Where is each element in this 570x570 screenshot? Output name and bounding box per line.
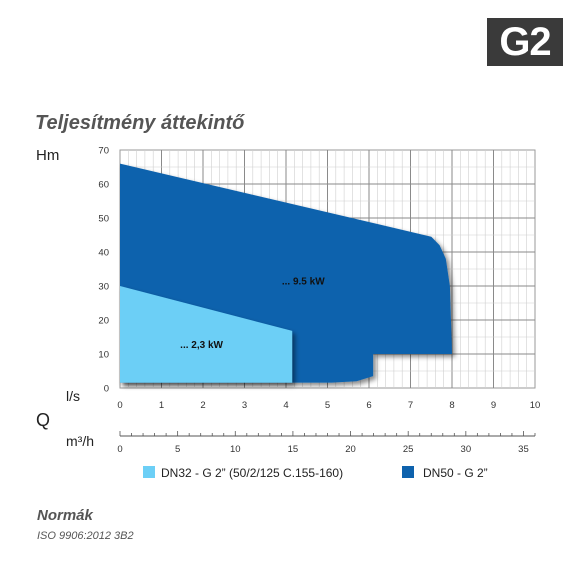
performance-chart: 0 10 20 30 40 50 60 70 Hm 0 1 2 3 4 5 6 7 8 9 10 l/s Q 0 5 10 15 2… <box>36 146 540 481</box>
x-tick-label-ls: 7 <box>408 400 413 411</box>
series-label-dn50: ... 9.5 kW <box>282 276 325 287</box>
y-tick-label: 40 <box>98 248 109 259</box>
x-tick-label-ls: 2 <box>200 400 205 411</box>
chart-labels: ... 9.5 kW ... 2,3 kW <box>180 276 325 351</box>
x-tick-label-m3h: 35 <box>518 444 529 455</box>
x-unit-ls: l/s <box>66 388 80 404</box>
x-tick-label-ls: 6 <box>366 400 371 411</box>
legend-swatch-0 <box>143 466 155 478</box>
y-tick-label: 30 <box>98 282 109 293</box>
x-tick-label-ls: 10 <box>530 400 541 411</box>
x-tick-label-m3h: 0 <box>117 444 122 455</box>
y-tick-label: 60 <box>98 180 109 191</box>
x-tick-label-ls: 4 <box>283 400 288 411</box>
legend-swatch-1 <box>402 466 414 478</box>
y-tick-label: 10 <box>98 350 109 361</box>
y-tick-label: 70 <box>98 146 109 157</box>
legend-label-0: DN32 - G 2” (50/2/125 C.155-160) <box>161 466 343 480</box>
chart-areas <box>120 163 452 383</box>
x-tick-label-m3h: 30 <box>461 444 472 455</box>
y-tick-label: 20 <box>98 316 109 327</box>
x-tick-label-ls: 5 <box>325 400 330 411</box>
x-tick-label-ls: 9 <box>491 400 496 411</box>
legend-label-1: DN50 - G 2” <box>423 466 488 480</box>
x-tick-label-ls: 3 <box>242 400 247 411</box>
x-tick-label-ls: 8 <box>449 400 454 411</box>
chart-axes: 0 10 20 30 40 50 60 70 Hm 0 1 2 3 4 5 6 7 8 9 10 l/s Q 0 5 10 15 2… <box>36 146 540 456</box>
x-tick-label-m3h: 20 <box>345 444 356 455</box>
series-label-dn32: ... 2,3 kW <box>180 340 223 351</box>
y-tick-label: 50 <box>98 214 109 225</box>
norms-text: ISO 9906:2012 3B2 <box>37 530 134 542</box>
x-tick-label-m3h: 5 <box>175 444 180 455</box>
x-tick-label-m3h: 25 <box>403 444 414 455</box>
x-axis-symbol: Q <box>36 410 50 430</box>
x-tick-label-ls: 1 <box>159 400 164 411</box>
x-tick-label-m3h: 15 <box>288 444 299 455</box>
series-area-1 <box>120 286 293 383</box>
norms-heading: Normák <box>37 507 93 524</box>
x-unit-m3h: m³/h <box>66 433 94 449</box>
chart-title: Teljesítmény áttekintő <box>35 112 245 134</box>
model-badge: G2 <box>487 18 563 66</box>
y-tick-label: 0 <box>104 384 109 395</box>
y-axis-label: Hm <box>36 147 59 164</box>
x-tick-label-m3h: 10 <box>230 444 241 455</box>
x-tick-label-ls: 0 <box>117 400 122 411</box>
chart-legend: DN32 - G 2” (50/2/125 C.155-160) DN50 - G… <box>143 466 488 480</box>
